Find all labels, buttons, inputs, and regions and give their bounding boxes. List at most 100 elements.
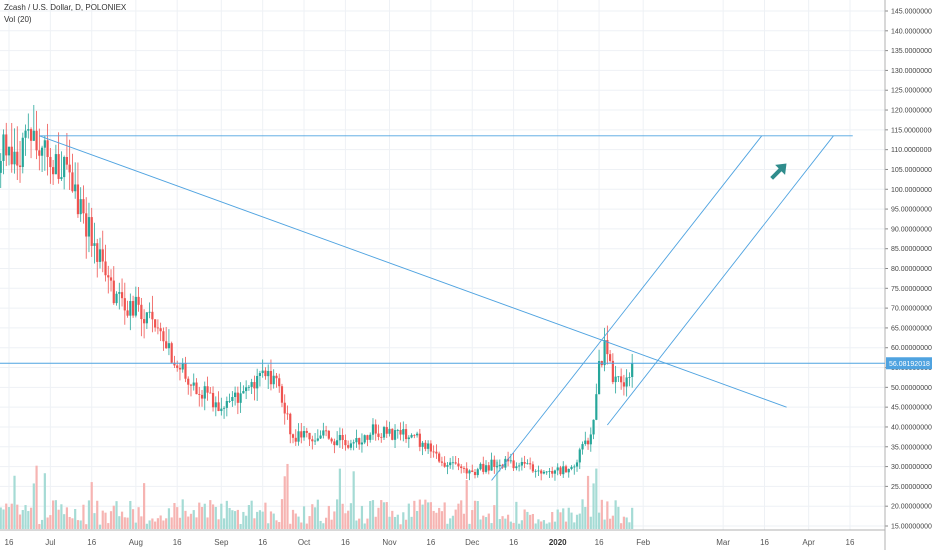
volume-bar	[52, 500, 55, 529]
candle-body	[79, 199, 82, 215]
volume-bar	[327, 505, 330, 529]
volume-bar	[457, 503, 460, 529]
candle-body	[360, 442, 364, 445]
candle-body	[145, 312, 148, 324]
candle-body	[24, 130, 27, 138]
volume-bar	[308, 516, 311, 529]
candle-body	[371, 424, 375, 435]
volume-bar	[597, 512, 601, 529]
x-tick-label: 16	[341, 538, 350, 547]
volume-bar	[504, 518, 507, 529]
candle-body	[620, 376, 623, 383]
volume-bar	[454, 509, 457, 529]
candle-body	[531, 464, 535, 472]
volume-bar	[355, 520, 358, 529]
candle-body	[451, 462, 455, 464]
candle-body	[358, 438, 361, 445]
volume-bar	[440, 511, 444, 529]
candle-body	[330, 438, 333, 442]
candle-body	[123, 298, 126, 311]
candle-body	[622, 382, 625, 387]
candle-body	[206, 386, 209, 393]
candle-body	[424, 442, 427, 449]
volume-bar	[96, 500, 99, 529]
volume-bar	[432, 510, 435, 529]
candle-body	[520, 461, 523, 466]
volume-bar	[154, 521, 157, 529]
volume-bar	[35, 465, 38, 529]
volume-bar	[479, 519, 482, 529]
candle-body	[509, 460, 512, 462]
candle-body	[96, 243, 99, 262]
candle-body	[239, 393, 242, 403]
volume-bar	[567, 507, 570, 529]
volume-bar	[18, 514, 22, 529]
x-tick-label: 2020	[549, 538, 567, 547]
volume-bar	[63, 514, 66, 529]
candle-body	[305, 431, 308, 433]
candle-body	[609, 354, 612, 361]
x-tick-label: Nov	[382, 538, 396, 547]
volume-bar	[269, 511, 273, 529]
candle-body	[570, 466, 573, 469]
candle-body	[410, 434, 413, 438]
volume-bar	[484, 517, 488, 529]
channel-lower-line	[606, 135, 834, 426]
volume-bar	[214, 506, 217, 529]
candle-body	[71, 172, 74, 192]
x-tick-label: 16	[846, 538, 855, 547]
last-price-value: 56.08192018	[889, 361, 930, 368]
y-tick-label: 35.00000000	[891, 444, 932, 451]
volume-bar	[65, 507, 69, 529]
volume-bar	[93, 513, 96, 529]
candle-body	[355, 438, 358, 443]
volume-bar	[418, 499, 421, 529]
volume-bar	[347, 510, 350, 529]
volume-bar	[239, 523, 242, 529]
volume-bar	[495, 459, 499, 529]
x-tick-label: 16	[173, 538, 182, 547]
volume-bar	[253, 518, 256, 529]
x-tick-label: Oct	[298, 538, 311, 547]
candle-body	[162, 331, 165, 342]
candle-body	[575, 462, 579, 467]
candle-body	[112, 280, 115, 304]
candle-body	[131, 301, 135, 316]
volume-bar	[575, 514, 579, 529]
candle-body	[187, 378, 190, 385]
volume-bar	[449, 518, 452, 529]
x-tick-label: 16	[426, 538, 435, 547]
candle-body	[60, 177, 63, 179]
volume-bar	[184, 510, 187, 529]
candle-body	[181, 363, 184, 370]
candle-body	[38, 150, 41, 156]
candle-body	[380, 436, 383, 438]
candle-body	[173, 362, 176, 366]
candle-body	[137, 296, 140, 305]
volume-bar	[551, 512, 554, 529]
candle-body	[581, 444, 584, 450]
y-tick-label: 60.00000000	[891, 345, 932, 352]
candle-body	[388, 428, 391, 434]
candle-body	[184, 363, 187, 379]
candle-body	[322, 430, 325, 436]
volume-bar	[578, 513, 581, 529]
candle-body	[148, 311, 151, 313]
volume-bar	[236, 509, 239, 529]
volume-bar	[85, 524, 88, 529]
volume-bar	[352, 471, 355, 529]
candle-body	[222, 407, 226, 409]
volume-bar	[570, 512, 573, 529]
candle-body	[457, 463, 460, 467]
candle-body	[498, 464, 501, 467]
candle-body	[382, 427, 386, 438]
volume-bar	[280, 499, 284, 529]
candle-body	[43, 140, 46, 148]
volume-bar	[388, 516, 391, 529]
candle-body	[327, 430, 330, 439]
volume-bar	[220, 503, 223, 529]
candle-body	[170, 343, 173, 363]
candle-body	[490, 459, 493, 471]
